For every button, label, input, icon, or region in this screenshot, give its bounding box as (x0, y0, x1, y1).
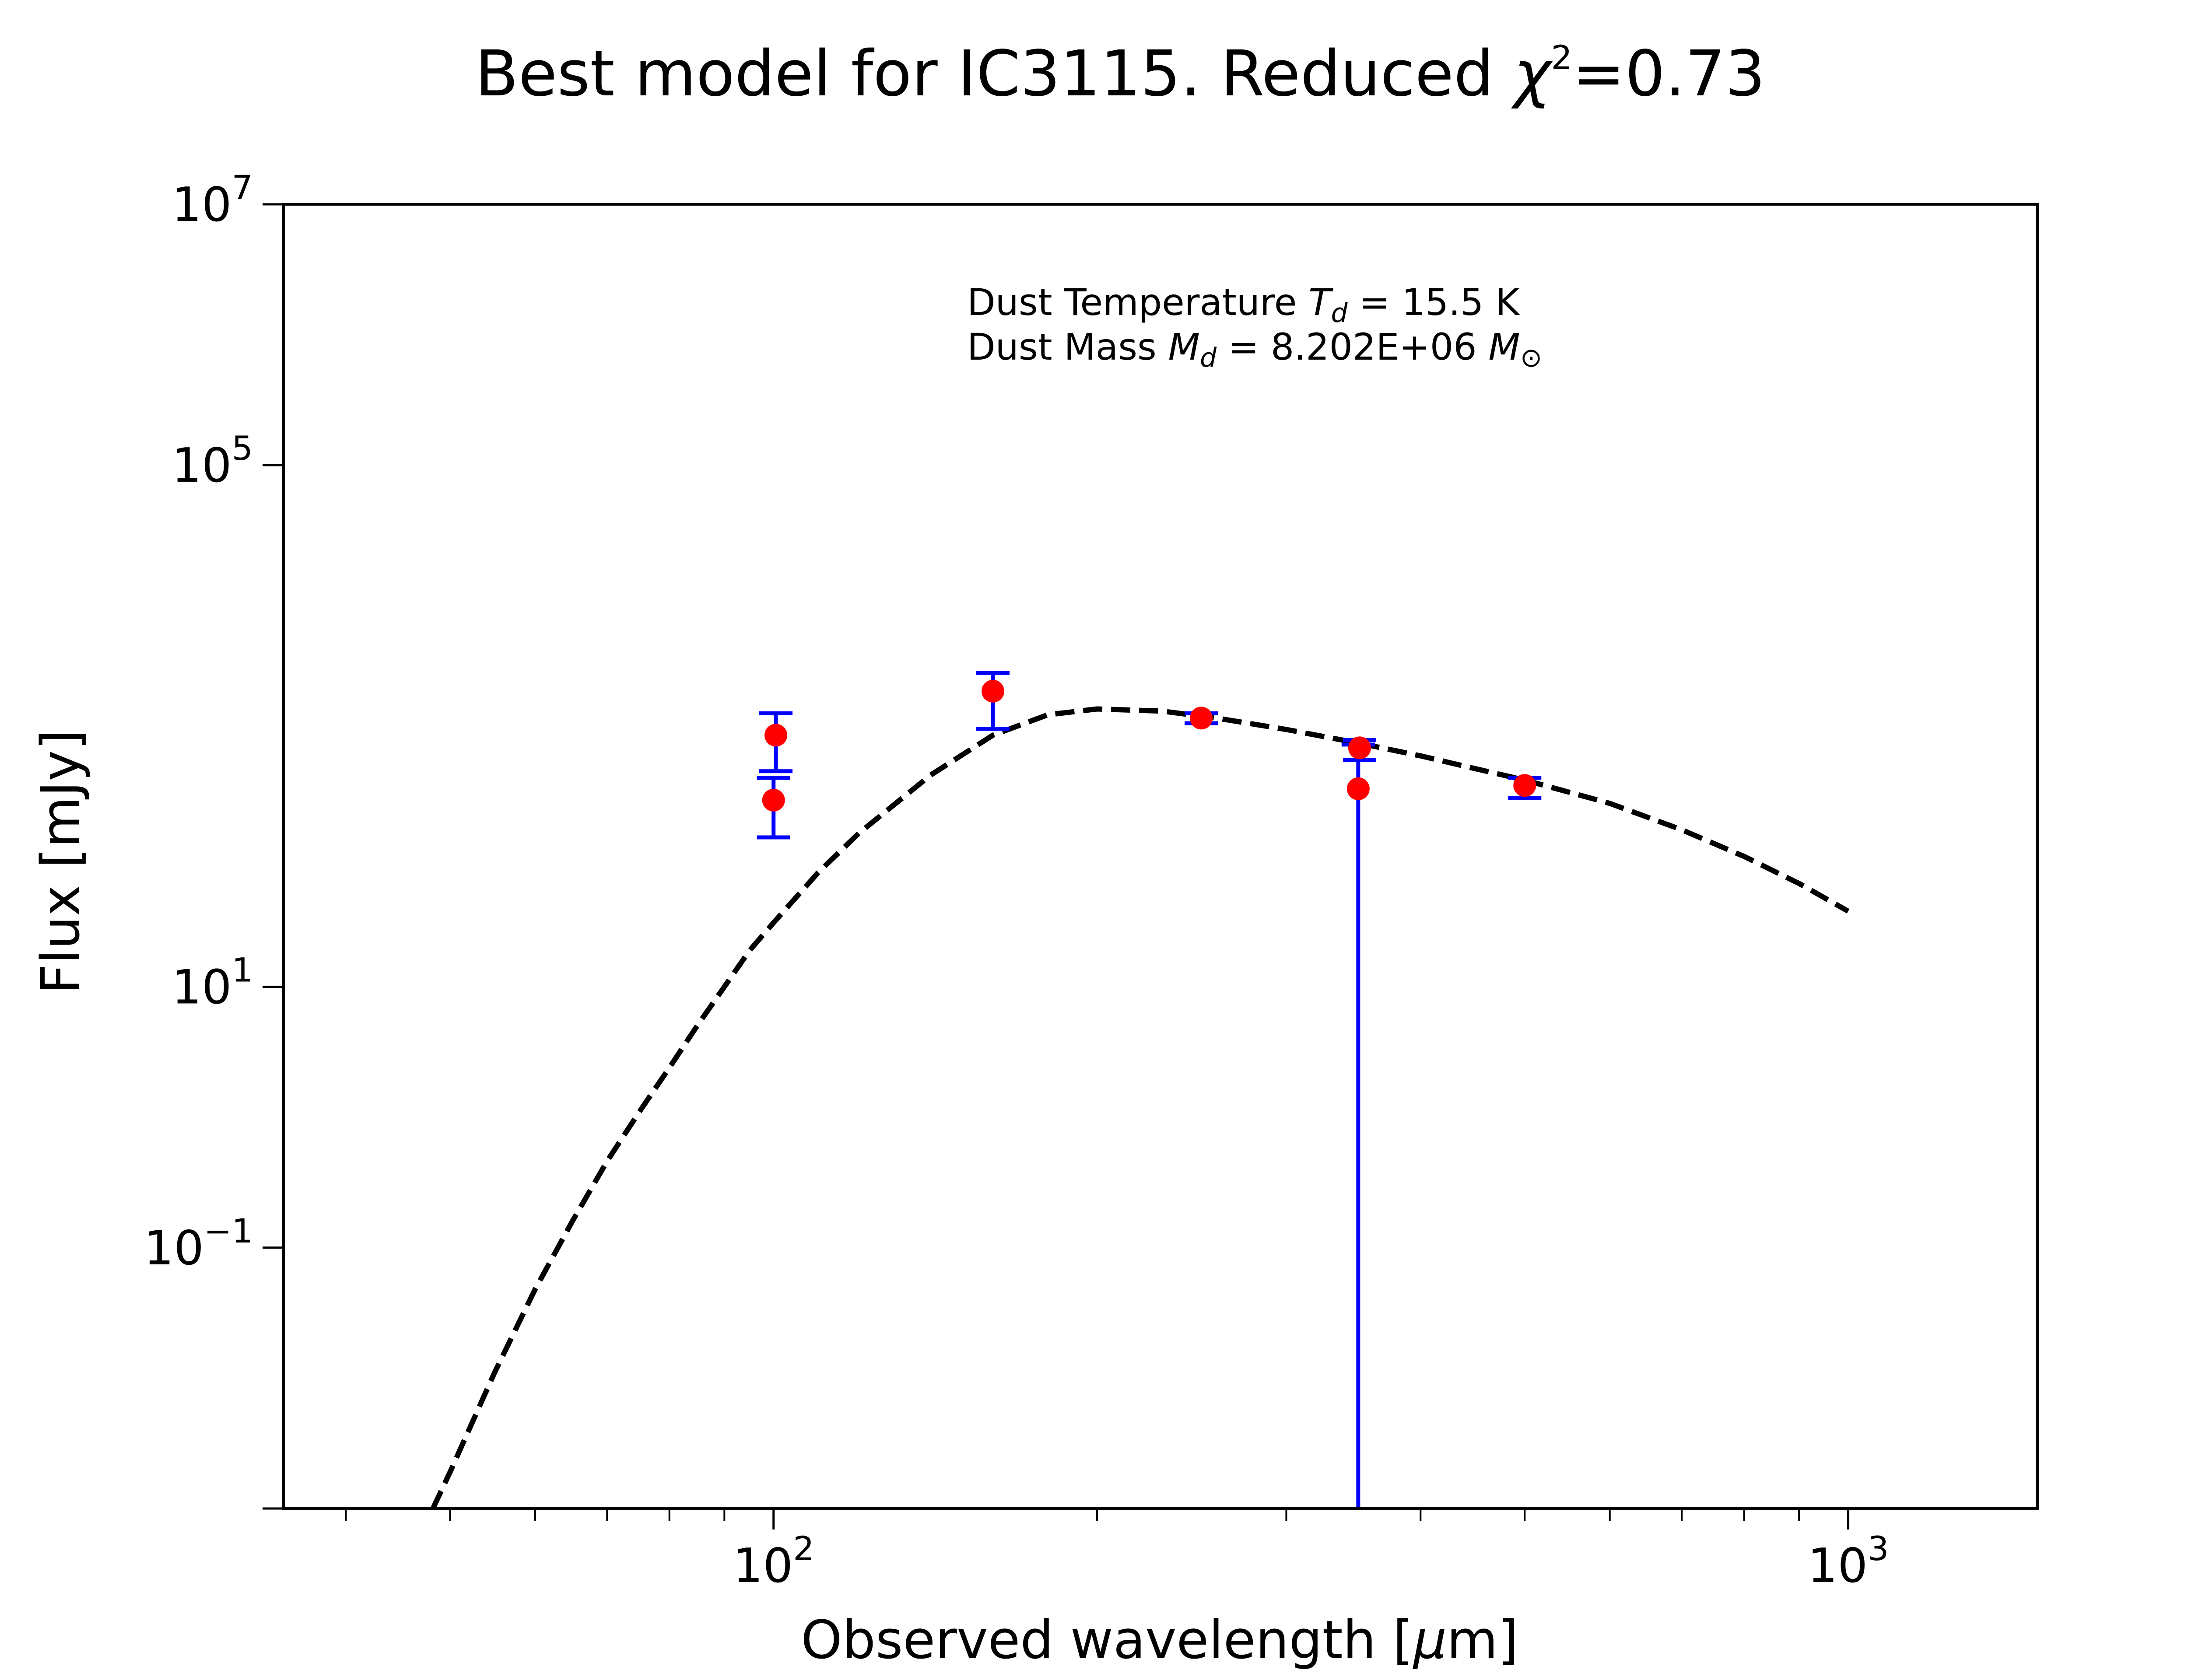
data-point (1348, 736, 1371, 760)
x-tick-label: 102 (733, 1529, 814, 1593)
y-axis-label: Flux [mJy] (31, 730, 91, 994)
model-curve (430, 706, 1850, 1508)
y-tick-label: 10−1 (144, 1211, 253, 1276)
data-point (1189, 707, 1213, 730)
data-point-group (1341, 742, 1375, 1508)
data-point-group (1508, 774, 1542, 800)
plot-frame (282, 203, 2039, 1510)
dust-temperature-label: Dust Temperature Td = 15.5 K (967, 281, 1520, 329)
data-point (764, 724, 788, 747)
dust-mass-label: Dust Mass Md = 8.202E+06 M⊙ (967, 326, 1542, 373)
data-point (1513, 774, 1536, 797)
plot-area: 102 103 10−1 101 105 107 (144, 168, 2039, 1593)
data-point-group (757, 776, 790, 840)
x-tick-label: 103 (1808, 1529, 1889, 1593)
data-point-group (1184, 707, 1218, 730)
y-tick-label: 105 (172, 429, 253, 493)
data-point-group (976, 671, 1010, 731)
y-tick-label: 107 (172, 168, 253, 232)
y-tick-label: 101 (172, 951, 253, 1015)
data-point (762, 788, 785, 812)
fit-annotation: Dust Temperature Td = 15.5 K Dust Mass M… (967, 281, 1542, 373)
data-point-group (759, 711, 793, 774)
chart-title: Best model for IC3115. Reduced χ2=0.73 (475, 37, 1765, 110)
data-point-group (1343, 736, 1376, 762)
data-point (981, 679, 1004, 703)
x-axis-label: Observed wavelength [μm] (801, 1610, 1518, 1671)
data-point (1346, 777, 1370, 800)
